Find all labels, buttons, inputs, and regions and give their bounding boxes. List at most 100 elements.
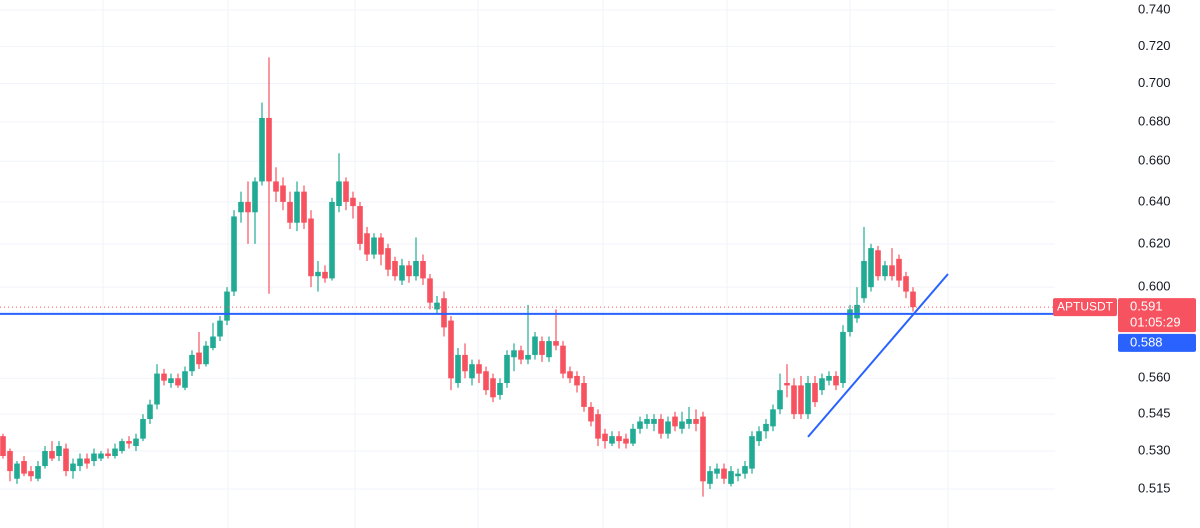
candle-body xyxy=(602,433,608,442)
candle-body xyxy=(644,419,650,424)
price-line-box xyxy=(1118,333,1196,352)
candle-body xyxy=(91,453,97,462)
candle-body xyxy=(322,271,328,279)
candle-body xyxy=(259,117,265,182)
candle-body xyxy=(196,352,202,365)
candle-body xyxy=(168,378,174,384)
candle-body xyxy=(791,385,797,415)
candle-body xyxy=(434,302,440,310)
candle-body xyxy=(154,373,160,405)
countdown-label: 01:05:29 xyxy=(1130,315,1181,330)
candle-body xyxy=(798,385,804,415)
candle-body xyxy=(448,320,454,379)
candle-body xyxy=(399,265,405,281)
candle-body xyxy=(819,378,825,391)
candle-body xyxy=(567,371,573,379)
candle-body xyxy=(77,458,83,467)
candle-body xyxy=(735,473,741,477)
candle-body xyxy=(497,383,503,395)
candle-body xyxy=(770,409,776,427)
candle-body xyxy=(406,265,412,277)
candle-body xyxy=(287,201,293,223)
candle-body xyxy=(266,117,272,182)
candle-body xyxy=(224,291,230,321)
candle-body xyxy=(476,364,482,374)
candle-body xyxy=(840,331,846,384)
candle-body xyxy=(630,428,636,444)
candle-body xyxy=(623,438,629,444)
candle-body xyxy=(140,419,146,439)
candle-body xyxy=(889,265,895,277)
candle-body xyxy=(728,471,734,484)
symbol-label-box xyxy=(1053,298,1117,317)
candle-body xyxy=(245,201,251,213)
candle-body xyxy=(532,336,538,355)
candle-body xyxy=(637,421,643,429)
candle-body xyxy=(133,438,139,447)
candle-body xyxy=(812,383,818,403)
candle-body xyxy=(441,298,447,328)
candle-body xyxy=(84,458,90,464)
candle-body xyxy=(210,336,216,348)
y-tick-label: 0.620 xyxy=(1138,235,1171,250)
candle-body xyxy=(56,446,62,457)
candle-body xyxy=(273,181,279,192)
candle-body xyxy=(847,309,853,332)
candle-body xyxy=(553,341,559,346)
candle-body xyxy=(175,378,181,386)
y-tick-label: 0.560 xyxy=(1138,370,1171,385)
candle-body xyxy=(14,463,20,479)
candle-body xyxy=(693,419,699,424)
candle-body xyxy=(238,201,244,213)
candle-body xyxy=(105,453,111,457)
candle-body xyxy=(595,414,601,439)
candle-body xyxy=(826,375,832,381)
candle-body xyxy=(329,201,335,279)
candle-body xyxy=(574,375,580,386)
candle-body xyxy=(784,383,790,386)
candle-body xyxy=(581,383,587,407)
y-tick-label: 0.545 xyxy=(1138,406,1171,421)
y-tick-label: 0.515 xyxy=(1138,480,1171,495)
candle-body xyxy=(518,350,524,360)
candle-body xyxy=(861,261,867,299)
candle-body xyxy=(658,419,664,434)
last-price-label: 0.591 xyxy=(1130,299,1163,314)
candle-body xyxy=(469,364,475,379)
candle-body xyxy=(756,431,762,442)
candle-body xyxy=(910,291,916,308)
candle-body xyxy=(0,436,6,457)
candle-body xyxy=(665,421,671,434)
candle-body xyxy=(371,237,377,255)
candle-body xyxy=(126,441,132,444)
candle-body xyxy=(350,197,356,207)
candle-body xyxy=(777,390,783,410)
candle-body xyxy=(427,278,433,303)
last-price-box xyxy=(1118,298,1196,333)
trendline xyxy=(807,273,949,438)
candle-body xyxy=(539,341,545,355)
candle-body xyxy=(651,419,657,424)
candle-body xyxy=(833,375,839,386)
candle-body xyxy=(357,206,363,244)
candle-body xyxy=(854,304,860,319)
candle-body xyxy=(686,419,692,424)
candle-body xyxy=(112,448,118,457)
candle-body xyxy=(280,185,286,202)
candle-body xyxy=(616,436,622,442)
y-tick-label: 0.680 xyxy=(1138,113,1171,128)
candle-body xyxy=(378,237,384,255)
candle-body xyxy=(868,248,874,288)
candle-body xyxy=(7,451,13,472)
candle-body xyxy=(763,423,769,432)
candle-body xyxy=(308,218,314,277)
candle-body xyxy=(721,468,727,479)
candle-body xyxy=(252,181,258,213)
candle-body xyxy=(364,233,370,255)
y-tick-label: 0.660 xyxy=(1138,153,1171,168)
y-tick-label: 0.530 xyxy=(1138,442,1171,457)
candle-body xyxy=(182,371,188,388)
candle-body xyxy=(28,471,34,477)
candle-body xyxy=(546,341,552,358)
